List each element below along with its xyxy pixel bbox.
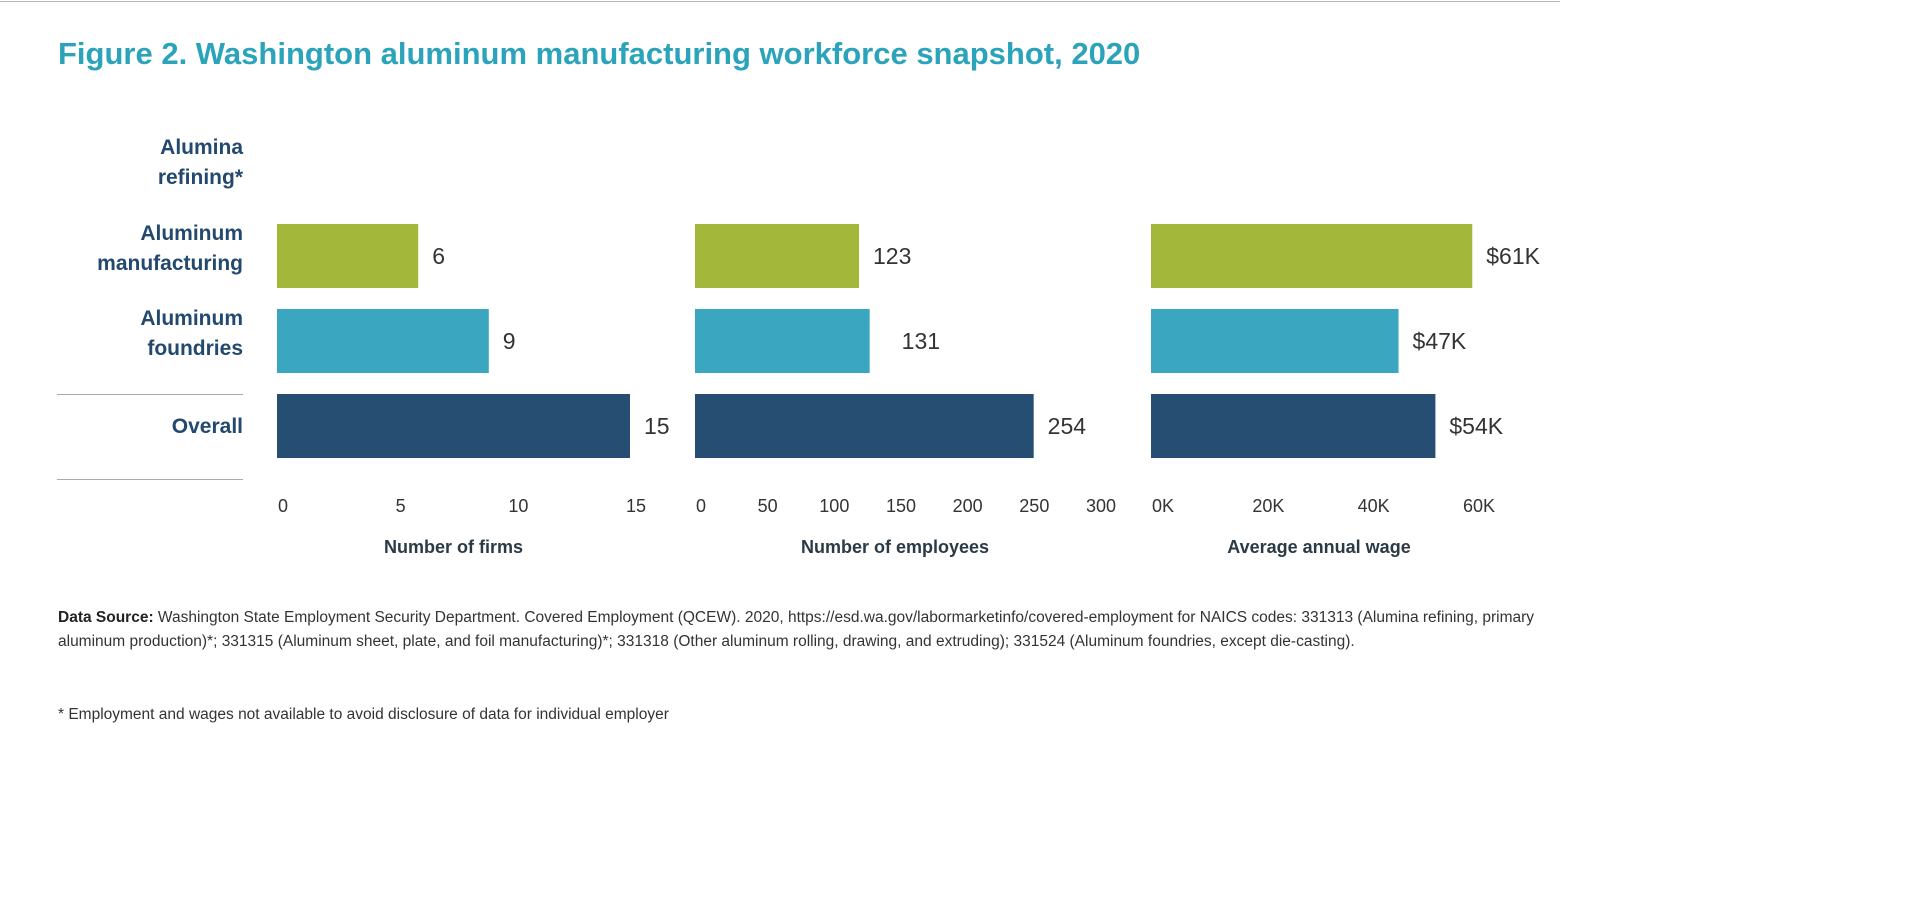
data-label: 123 [873, 243, 911, 269]
bar [1151, 309, 1399, 373]
tick-label: 0 [278, 496, 288, 516]
bar [695, 224, 859, 288]
bar [695, 394, 1034, 458]
category-label: Aluminum manufacturing [97, 222, 243, 275]
data-label: $61K [1486, 243, 1540, 269]
data-label: 15 [644, 413, 670, 439]
tick-label: 5 [396, 496, 406, 516]
tick-label: 15 [626, 496, 646, 516]
divider [57, 479, 243, 480]
category-label: Aluminum foundries [140, 307, 243, 360]
bar [1151, 394, 1436, 458]
axis-title: Number of firms [384, 537, 523, 557]
footnote: * Employment and wages not available to … [58, 706, 669, 723]
divider [57, 394, 243, 395]
top-rule [0, 1, 1560, 2]
tick-label: 250 [1019, 496, 1049, 516]
tick-label: 0K [1152, 496, 1174, 516]
axis-title: Average annual wage [1227, 537, 1410, 557]
data-label: 254 [1048, 413, 1087, 439]
data-label: 9 [503, 328, 516, 354]
bar [1151, 224, 1473, 288]
category-label: Alumina refining* [157, 136, 243, 189]
figure-title: Figure 2. Washington aluminum manufactur… [58, 36, 1141, 71]
tick-label: 100 [819, 496, 849, 516]
bar [277, 224, 419, 288]
tick-label: 0 [696, 496, 706, 516]
tick-label: 40K [1358, 496, 1390, 516]
data-label: $47K [1413, 328, 1467, 354]
data-label: $54K [1449, 413, 1503, 439]
tick-label: 60K [1463, 496, 1495, 516]
tick-label: 20K [1252, 496, 1284, 516]
tick-label: 150 [886, 496, 916, 516]
data-label: 6 [432, 243, 445, 269]
bar [695, 309, 870, 373]
axis-title: Number of employees [801, 537, 989, 557]
tick-label: 50 [758, 496, 778, 516]
bar [277, 394, 630, 458]
bar [277, 309, 489, 373]
tick-label: 300 [1086, 496, 1116, 516]
data-source: Data Source: Washington State Employment… [58, 609, 1535, 650]
category-label: Overall [171, 415, 243, 438]
tick-label: 200 [953, 496, 983, 516]
tick-label: 10 [508, 496, 528, 516]
data-label: 131 [902, 328, 940, 354]
